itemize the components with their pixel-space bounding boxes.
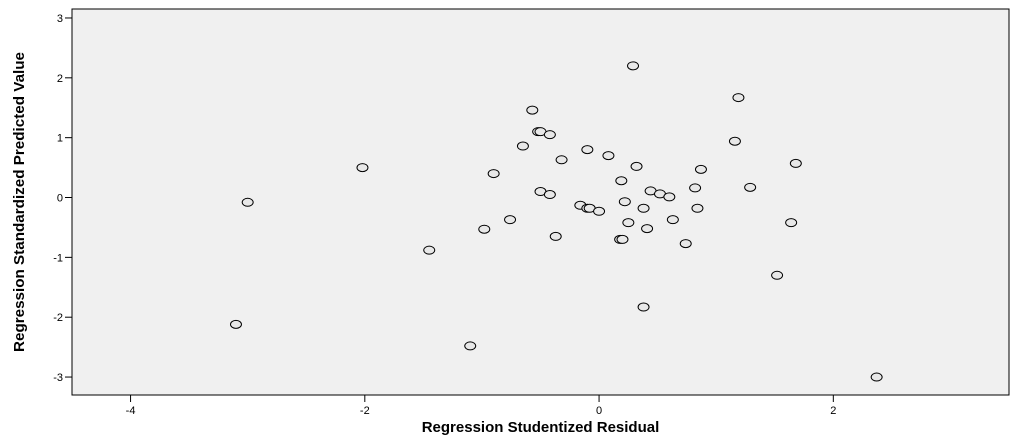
data-points — [229, 61, 883, 382]
data-point — [423, 245, 436, 255]
data-point — [744, 182, 757, 192]
data-point — [504, 215, 517, 225]
data-point — [663, 192, 676, 202]
data-point — [516, 141, 529, 151]
x-tick-label: -2 — [360, 405, 370, 417]
data-point — [789, 158, 802, 168]
y-tick-label: 2 — [57, 73, 63, 85]
data-point — [241, 197, 254, 207]
data-point — [581, 145, 594, 155]
data-point — [666, 215, 679, 225]
data-point — [555, 155, 568, 165]
y-tick-label: -2 — [53, 312, 63, 324]
data-point — [689, 183, 702, 193]
data-point — [543, 190, 556, 200]
data-point — [618, 197, 631, 207]
data-point — [694, 164, 707, 174]
data-point — [622, 218, 635, 228]
data-point — [593, 206, 606, 216]
data-point — [691, 203, 704, 213]
data-point — [549, 231, 562, 241]
data-point — [627, 61, 640, 71]
y-tick-label: 0 — [57, 193, 63, 205]
plot-area — [71, 8, 1010, 396]
data-point — [870, 372, 883, 382]
data-point — [732, 93, 745, 103]
data-point — [526, 105, 539, 115]
data-point — [785, 218, 798, 228]
y-tick-label: 3 — [57, 13, 63, 25]
y-tick-label: -3 — [53, 372, 63, 384]
data-point — [356, 163, 369, 173]
x-tick-label: -4 — [126, 405, 136, 417]
data-point — [543, 130, 556, 140]
data-point — [615, 176, 628, 186]
x-tick-label: 2 — [830, 405, 836, 417]
data-point — [630, 161, 643, 171]
data-point — [602, 151, 615, 161]
y-axis-title: Regression Standardized Predicted Value — [11, 52, 28, 352]
data-point — [478, 224, 491, 234]
data-point — [679, 239, 692, 249]
data-point — [229, 319, 242, 329]
x-axis: -4 -2 0 2 — [126, 395, 836, 417]
y-tick-label: -1 — [53, 252, 63, 264]
y-tick-label: 1 — [57, 133, 63, 145]
data-point — [616, 234, 629, 244]
data-point — [637, 302, 650, 312]
y-axis: -3 -2 -1 0 1 2 3 — [53, 13, 72, 384]
data-point — [637, 203, 650, 213]
data-point — [728, 136, 741, 146]
data-point — [771, 270, 784, 280]
data-point — [487, 169, 500, 179]
data-point — [641, 224, 654, 234]
x-tick-label: 0 — [596, 405, 602, 417]
x-axis-title: Regression Studentized Residual — [422, 419, 660, 436]
data-point — [464, 341, 477, 351]
